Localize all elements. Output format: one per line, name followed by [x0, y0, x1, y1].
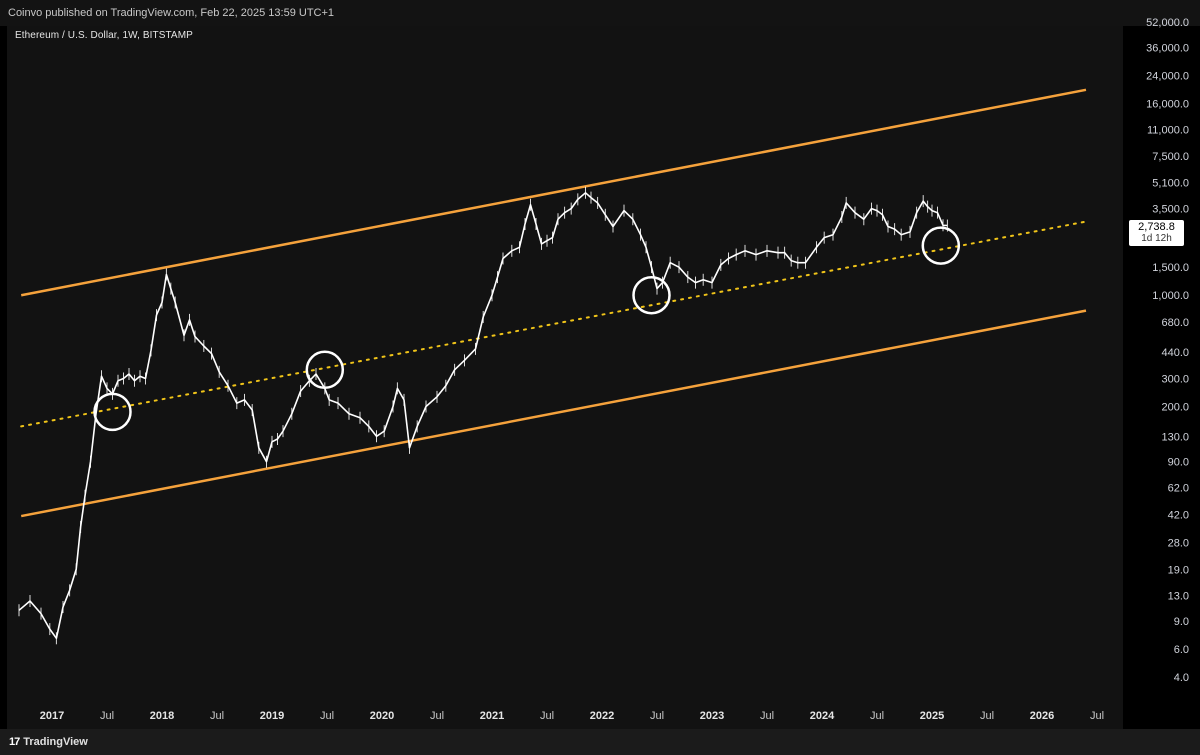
x-tick-label: Jul	[100, 710, 114, 722]
publisher-text: Coinvo published on TradingView.com, Feb…	[8, 7, 335, 19]
highlight-circle	[921, 226, 961, 265]
y-tick-label: 19.0	[1168, 564, 1189, 576]
y-tick-label: 5,100.0	[1152, 178, 1189, 190]
x-tick-label: 2021	[480, 710, 504, 722]
x-tick-label: Jul	[320, 710, 334, 722]
y-tick-label: 3,500.0	[1152, 204, 1189, 216]
x-tick-label: 2026	[1030, 710, 1054, 722]
x-tick-label: 2023	[700, 710, 724, 722]
y-tick-label: 1,500.0	[1152, 262, 1189, 274]
x-tick-label: 2024	[810, 710, 835, 722]
y-tick-label: 42.0	[1168, 509, 1189, 521]
highlight-circle	[305, 350, 345, 390]
y-tick-label: 680.0	[1161, 317, 1189, 329]
tradingview-brand-text: TradingView	[23, 736, 88, 748]
y-tick-label: 1,000.0	[1152, 290, 1189, 302]
y-tick-label: 440.0	[1161, 347, 1189, 359]
channel-midline	[20, 220, 1087, 428]
tradingview-logo-icon: 17	[9, 736, 20, 748]
y-tick-label: 6.0	[1174, 644, 1189, 656]
y-tick-label: 9.0	[1174, 616, 1189, 628]
channel-line-0	[20, 88, 1087, 297]
y-tick-label: 24,000.0	[1146, 70, 1189, 82]
y-tick-label: 13.0	[1168, 591, 1189, 603]
y-tick-label: 36,000.0	[1146, 42, 1189, 54]
last-price-label: 2,738.8 1d 12h	[1129, 220, 1184, 246]
x-tick-label: 2020	[370, 710, 394, 722]
price-series-line	[18, 192, 948, 640]
x-tick-label: 2019	[260, 710, 284, 722]
countdown-value: 1d 12h	[1141, 233, 1172, 244]
chart-title: Ethereum / U.S. Dollar, 1W, BITSTAMP	[15, 30, 193, 41]
x-tick-label: Jul	[870, 710, 884, 722]
y-tick-label: 52,000.0	[1146, 17, 1189, 29]
y-tick-label: 4.0	[1174, 672, 1189, 684]
x-tick-label: 2017	[40, 710, 64, 722]
y-tick-label: 300.0	[1161, 373, 1189, 385]
y-tick-label: 90.0	[1168, 457, 1189, 469]
y-tick-label: 62.0	[1168, 482, 1189, 494]
tradingview-brand[interactable]: 17 TradingView	[9, 734, 88, 750]
chart-pane[interactable]	[7, 26, 1123, 729]
x-tick-label: Jul	[980, 710, 994, 722]
y-tick-label: 11,000.0	[1147, 124, 1189, 136]
x-tick-label: Jul	[650, 710, 664, 722]
x-tick-label: 2025	[920, 710, 944, 722]
y-tick-label: 130.0	[1161, 431, 1189, 443]
x-tick-label: Jul	[210, 710, 224, 722]
x-tick-label: Jul	[540, 710, 554, 722]
highlight-circle	[93, 392, 132, 432]
last-price-value: 2,738.8	[1138, 221, 1175, 233]
footer-bar: 17 TradingView	[0, 729, 1200, 755]
x-tick-label: 2018	[150, 710, 174, 722]
channel-line-1	[20, 309, 1087, 518]
x-tick-label: Jul	[1090, 710, 1104, 722]
y-tick-label: 28.0	[1168, 537, 1189, 549]
y-tick-label: 7,500.0	[1152, 151, 1189, 163]
y-tick-label: 16,000.0	[1146, 98, 1189, 110]
x-tick-label: Jul	[760, 710, 774, 722]
publisher-bar: Coinvo published on TradingView.com, Feb…	[0, 0, 1200, 26]
price-axis[interactable]	[1123, 26, 1200, 729]
x-tick-label: Jul	[430, 710, 444, 722]
highlight-circle	[632, 275, 671, 315]
x-tick-label: 2022	[590, 710, 614, 722]
y-tick-label: 200.0	[1161, 401, 1189, 413]
